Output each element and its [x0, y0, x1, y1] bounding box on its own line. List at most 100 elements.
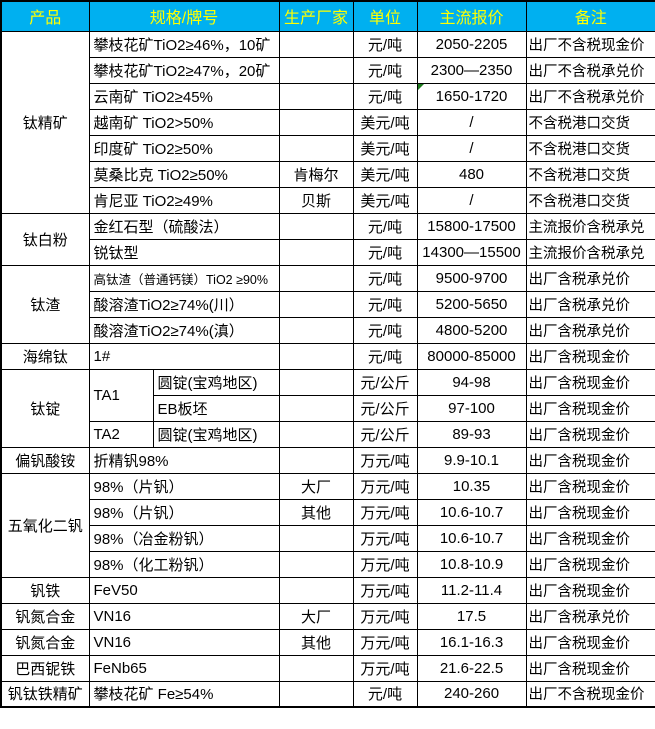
unit-cell[interactable]: 元/吨: [352, 290, 418, 318]
maker-cell[interactable]: [278, 134, 354, 162]
maker-cell[interactable]: [278, 82, 354, 110]
note-cell[interactable]: 出厂含税承兑价: [525, 602, 655, 630]
unit-cell[interactable]: 美元/吨: [352, 160, 418, 188]
spec-cell[interactable]: 印度矿 TiO2≥50%: [88, 134, 280, 162]
spec-cell[interactable]: FeNb65: [88, 654, 280, 682]
note-cell[interactable]: 出厂含税承兑价: [525, 316, 655, 344]
maker-cell[interactable]: [278, 316, 354, 344]
spec-cell[interactable]: 折精钒98%: [88, 446, 280, 474]
header-maker[interactable]: 生产厂家: [278, 0, 354, 32]
price-cell[interactable]: 240-260: [416, 680, 527, 708]
unit-cell[interactable]: 元/吨: [352, 264, 418, 292]
maker-cell[interactable]: [278, 420, 354, 448]
maker-cell[interactable]: [278, 654, 354, 682]
note-cell[interactable]: 出厂含税现金价: [525, 368, 655, 396]
header-unit[interactable]: 单位: [352, 0, 418, 32]
spec-cell[interactable]: 肯尼亚 TiO2≥49%: [88, 186, 280, 214]
note-cell[interactable]: 出厂含税现金价: [525, 342, 655, 370]
spec-cell[interactable]: 酸溶渣TiO2≥74%(滇）: [88, 316, 280, 344]
maker-cell[interactable]: [278, 394, 354, 422]
note-cell[interactable]: 出厂不含税现金价: [525, 680, 655, 708]
maker-cell[interactable]: [278, 264, 354, 292]
product-cell[interactable]: 五氧化二钒: [0, 472, 90, 578]
unit-cell[interactable]: 万元/吨: [352, 498, 418, 526]
note-cell[interactable]: 出厂不含税现金价: [525, 30, 655, 58]
price-cell[interactable]: 21.6-22.5: [416, 654, 527, 682]
note-cell[interactable]: 主流报价含税承兑: [525, 238, 655, 266]
unit-cell[interactable]: 元/吨: [352, 82, 418, 110]
note-cell[interactable]: 不含税港口交货: [525, 186, 655, 214]
product-cell[interactable]: 钒氮合金: [0, 602, 90, 630]
unit-cell[interactable]: 元/吨: [352, 212, 418, 240]
price-cell[interactable]: 5200-5650: [416, 290, 527, 318]
header-product[interactable]: 产品: [0, 0, 90, 32]
spec-cell[interactable]: 98%（片钒）: [88, 472, 280, 500]
spec-cell[interactable]: 高钛渣（普通钙镁）TiO2 ≥90%: [88, 264, 280, 292]
spec-cell[interactable]: 莫桑比克 TiO2≥50%: [88, 160, 280, 188]
note-cell[interactable]: 出厂含税现金价: [525, 420, 655, 448]
grade-cell[interactable]: TA2: [88, 420, 154, 448]
price-cell[interactable]: 10.35: [416, 472, 527, 500]
spec-cell[interactable]: VN16: [88, 602, 280, 630]
price-cell[interactable]: 97-100: [416, 394, 527, 422]
header-price[interactable]: 主流报价: [416, 0, 527, 32]
product-cell[interactable]: 钒铁: [0, 576, 90, 604]
maker-cell[interactable]: [278, 576, 354, 604]
unit-cell[interactable]: 元/公斤: [352, 394, 418, 422]
spec-cell[interactable]: 98%（冶金粉钒）: [88, 524, 280, 552]
unit-cell[interactable]: 万元/吨: [352, 576, 418, 604]
note-cell[interactable]: 不含税港口交货: [525, 160, 655, 188]
price-cell[interactable]: 11.2-11.4: [416, 576, 527, 604]
unit-cell[interactable]: 美元/吨: [352, 108, 418, 136]
price-cell[interactable]: 17.5: [416, 602, 527, 630]
note-cell[interactable]: 主流报价含税承兑: [525, 212, 655, 240]
maker-cell[interactable]: 贝斯: [278, 186, 354, 214]
product-cell[interactable]: 钛白粉: [0, 212, 90, 266]
maker-cell[interactable]: 其他: [278, 498, 354, 526]
spec-cell[interactable]: 98%（片钒）: [88, 498, 280, 526]
spec-cell[interactable]: 锐钛型: [88, 238, 280, 266]
price-cell[interactable]: 480: [416, 160, 527, 188]
price-cell[interactable]: 9.9-10.1: [416, 446, 527, 474]
maker-cell[interactable]: 其他: [278, 628, 354, 656]
maker-cell[interactable]: [278, 238, 354, 266]
unit-cell[interactable]: 万元/吨: [352, 628, 418, 656]
maker-cell[interactable]: 肯梅尔: [278, 160, 354, 188]
spec-cell[interactable]: 圆锭(宝鸡地区): [152, 420, 280, 448]
maker-cell[interactable]: 大厂: [278, 472, 354, 500]
price-cell[interactable]: 80000-85000: [416, 342, 527, 370]
price-cell[interactable]: 9500-9700: [416, 264, 527, 292]
maker-cell[interactable]: [278, 56, 354, 84]
spec-cell[interactable]: 1#: [88, 342, 280, 370]
maker-cell[interactable]: [278, 680, 354, 708]
price-cell[interactable]: 94-98: [416, 368, 527, 396]
price-cell[interactable]: 10.6-10.7: [416, 498, 527, 526]
unit-cell[interactable]: 元/吨: [352, 238, 418, 266]
unit-cell[interactable]: 万元/吨: [352, 602, 418, 630]
header-note[interactable]: 备注: [525, 0, 655, 32]
unit-cell[interactable]: 元/公斤: [352, 368, 418, 396]
maker-cell[interactable]: [278, 108, 354, 136]
note-cell[interactable]: 出厂含税现金价: [525, 524, 655, 552]
unit-cell[interactable]: 元/吨: [352, 316, 418, 344]
note-cell[interactable]: 出厂含税现金价: [525, 576, 655, 604]
unit-cell[interactable]: 元/吨: [352, 680, 418, 708]
note-cell[interactable]: 出厂不含税承兑价: [525, 56, 655, 84]
price-cell[interactable]: /: [416, 186, 527, 214]
note-cell[interactable]: 出厂含税现金价: [525, 628, 655, 656]
price-cell[interactable]: 2050-2205: [416, 30, 527, 58]
unit-cell[interactable]: 美元/吨: [352, 186, 418, 214]
unit-cell[interactable]: 元/吨: [352, 342, 418, 370]
maker-cell[interactable]: [278, 550, 354, 578]
price-cell[interactable]: 4800-5200: [416, 316, 527, 344]
spec-cell[interactable]: EB板坯: [152, 394, 280, 422]
product-cell[interactable]: 钒氮合金: [0, 628, 90, 656]
maker-cell[interactable]: [278, 342, 354, 370]
maker-cell[interactable]: [278, 212, 354, 240]
unit-cell[interactable]: 万元/吨: [352, 472, 418, 500]
maker-cell[interactable]: [278, 446, 354, 474]
product-cell[interactable]: 偏钒酸铵: [0, 446, 90, 474]
unit-cell[interactable]: 万元/吨: [352, 524, 418, 552]
spec-cell[interactable]: 98%（化工粉钒）: [88, 550, 280, 578]
product-cell[interactable]: 钛渣: [0, 264, 90, 344]
